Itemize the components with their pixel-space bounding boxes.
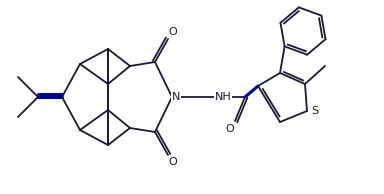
Text: O: O [169, 157, 177, 167]
Text: O: O [169, 27, 177, 37]
Text: N: N [172, 92, 180, 102]
Text: S: S [311, 106, 319, 116]
Text: NH: NH [215, 92, 232, 102]
Text: O: O [226, 124, 234, 134]
